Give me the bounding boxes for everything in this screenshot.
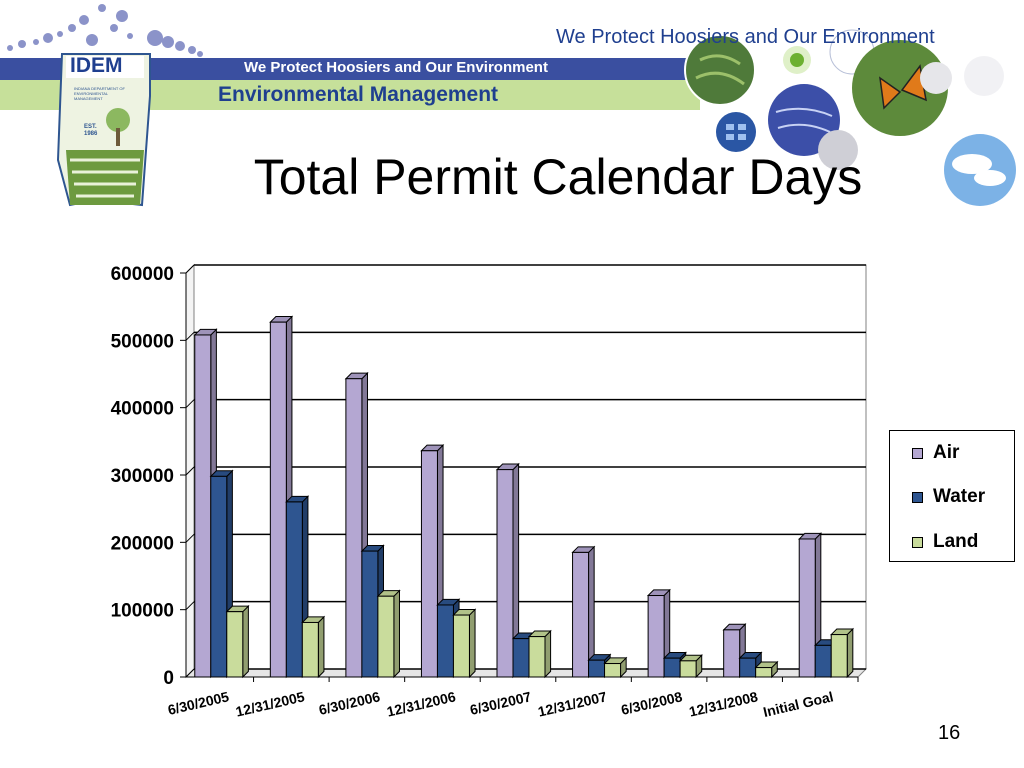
bar-land	[376, 589, 401, 679]
bar-front-face	[210, 475, 228, 678]
gridline-diagonal	[185, 264, 195, 274]
x-tick-label: 12/31/2006	[385, 688, 457, 719]
decorative-dots	[7, 4, 203, 57]
bar-land	[678, 654, 703, 679]
bar-front-face	[755, 667, 773, 678]
chart-legend: Air Water Land	[889, 430, 1015, 562]
banner-title: Environmental Management	[218, 83, 499, 106]
banner-photos	[684, 29, 1016, 206]
gridline-diagonal	[185, 601, 195, 611]
bar-front-face	[528, 636, 546, 678]
bar-side-face	[846, 627, 854, 679]
bar-land	[754, 660, 779, 679]
bar-land	[603, 656, 628, 679]
y-tick-label: 200000	[111, 533, 174, 554]
bar-front-face	[452, 614, 470, 678]
bar-side-face	[317, 615, 325, 679]
x-tick-label: 6/30/2006	[317, 688, 381, 718]
logo-text: IDEM	[70, 54, 123, 77]
bar-front-face	[723, 629, 741, 678]
bar-front-face	[496, 469, 514, 678]
y-tick-label: 100000	[111, 601, 174, 622]
x-tick-label: 12/31/2008	[687, 688, 759, 719]
bar-front-face	[436, 604, 454, 678]
bar-front-face	[377, 595, 395, 678]
bar-air	[495, 462, 520, 679]
bar-front-face	[345, 378, 363, 678]
bar-front-face	[572, 551, 590, 678]
legend-label-water: Water	[933, 486, 986, 507]
page-number: 16	[938, 722, 961, 744]
y-tick-label: 0	[163, 668, 174, 689]
chart-bars	[193, 315, 855, 679]
bar-land	[830, 627, 855, 679]
bar-front-face	[798, 538, 816, 678]
x-tick-label: Initial Goal	[762, 688, 835, 720]
y-tick-label: 400000	[111, 399, 174, 420]
bar-land	[527, 629, 552, 679]
banner-tagline: We Protect Hoosiers and Our Environment	[244, 59, 548, 76]
gridline-diagonal	[185, 668, 195, 678]
x-tick-label: 12/31/2005	[234, 688, 306, 719]
idem-logo	[56, 53, 151, 207]
bar-side-face	[468, 608, 476, 679]
gridline-diagonal	[185, 399, 195, 409]
y-tick-label: 600000	[111, 264, 174, 285]
bar-water	[285, 495, 310, 679]
legend-label-land: Land	[933, 531, 979, 552]
logo-est: EST. 1986	[84, 124, 98, 137]
bar-air	[722, 623, 747, 679]
bar-front-face	[301, 621, 319, 678]
gridline-diagonal	[185, 331, 195, 341]
bar-land	[301, 615, 326, 679]
gridline-diagonal	[185, 466, 195, 476]
bar-front-face	[739, 657, 757, 678]
y-tick-label: 300000	[111, 466, 174, 487]
gridline-diagonal	[185, 533, 195, 543]
bar-front-face	[512, 638, 530, 678]
x-tick-label: 6/30/2007	[468, 688, 532, 718]
bar-side-face	[242, 604, 249, 679]
bar-front-face	[269, 321, 287, 678]
bar-land	[452, 608, 477, 679]
bar-land	[225, 604, 250, 679]
bar-front-face	[285, 501, 303, 678]
legend-swatch-land	[912, 537, 923, 548]
bar-front-face	[361, 550, 379, 678]
legend-swatch-water	[912, 492, 923, 503]
bar-front-face	[420, 450, 438, 678]
x-tick-label: 12/31/2007	[536, 688, 608, 719]
legend-swatch-air	[912, 448, 923, 459]
bar-side-face	[544, 629, 552, 679]
logo-subtitle: INDIANA DEPARTMENT OF ENVIRONMENTAL MANA…	[74, 86, 125, 101]
bar-air	[269, 315, 294, 679]
bar-front-face	[830, 634, 848, 678]
bar-front-face	[647, 595, 665, 678]
bar-front-face	[588, 659, 606, 678]
bar-front-face	[226, 611, 244, 678]
y-tick-label: 500000	[111, 331, 174, 352]
bar-front-face	[604, 663, 622, 678]
banner-top-band	[0, 58, 700, 80]
bar-front-face	[663, 657, 681, 678]
legend-label-air: Air	[933, 442, 960, 463]
bar-side-face	[393, 589, 400, 679]
bar-front-face	[194, 334, 212, 678]
header-banner: We Protect Hoosiers and Our Environment …	[0, 0, 1024, 220]
bar-front-face	[814, 644, 832, 678]
bar-air	[571, 545, 596, 679]
x-tick-label: 6/30/2005	[166, 688, 230, 718]
x-tick-label: 6/30/2008	[619, 688, 683, 718]
banner-graphic	[0, 4, 1016, 207]
header-tagline: We Protect Hoosiers and Our Environment	[556, 26, 935, 48]
slide-title: Total Permit Calendar Days	[253, 149, 863, 205]
bar-front-face	[679, 660, 697, 678]
